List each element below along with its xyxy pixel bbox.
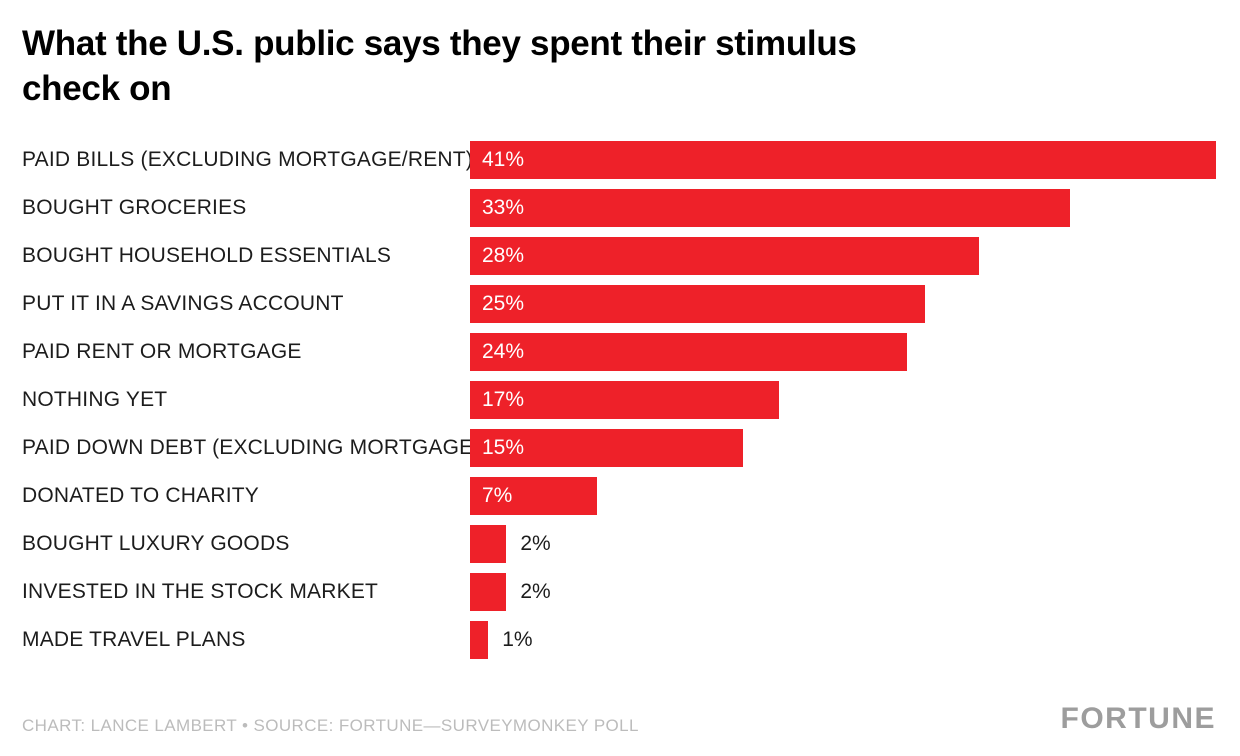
category-label: BOUGHT HOUSEHOLD ESSENTIALS (22, 243, 392, 267)
bar-track: 17% (470, 380, 1216, 419)
category-label: BOUGHT LUXURY GOODS (22, 531, 290, 555)
chart-row: NOTHING YET 17% (0, 376, 1240, 424)
bar-track: 7% (470, 476, 1216, 515)
bar: 15% (470, 428, 743, 467)
chart-row: MADE TRAVEL PLANS 1% (0, 616, 1240, 664)
value-label: 24% (482, 339, 525, 363)
category-label: INVESTED IN THE STOCK MARKET (22, 579, 379, 603)
bar-track: 33% (470, 188, 1216, 227)
chart-title-line1: What the U.S. public says they spent the… (22, 24, 857, 63)
bar: 24% (470, 332, 907, 371)
category-label: NOTHING YET (22, 387, 168, 411)
value-label: 2% (520, 579, 551, 603)
value-label: 2% (520, 531, 551, 555)
chart-footer: CHART: LANCE LAMBERT • SOURCE: FORTUNE—S… (0, 702, 1240, 736)
bar: 17% (470, 380, 780, 419)
bar-track: 25% (470, 284, 1216, 323)
bar-track: 15% (470, 428, 1216, 467)
value-label: 15% (482, 435, 525, 459)
chart-row: BOUGHT HOUSEHOLD ESSENTIALS 28% (0, 232, 1240, 280)
category-label: PAID RENT OR MORTGAGE (22, 339, 302, 363)
value-label: 1% (502, 627, 533, 651)
bar: 41% (470, 140, 1216, 179)
value-label: 28% (482, 243, 525, 267)
category-label: PAID DOWN DEBT (EXCLUDING MORTGAGE) (22, 435, 481, 459)
bar-chart: PAID BILLS (EXCLUDING MORTGAGE/RENT) 41% B… (0, 136, 1240, 664)
bar-track: 24% (470, 332, 1216, 371)
value-label: 33% (482, 195, 525, 219)
chart-row: PAID DOWN DEBT (EXCLUDING MORTGAGE) 15% (0, 424, 1240, 472)
chart-row: BOUGHT GROCERIES 33% (0, 184, 1240, 232)
chart-row: BOUGHT LUXURY GOODS 2% (0, 520, 1240, 568)
value-label: 17% (482, 387, 525, 411)
footer-credit: CHART: LANCE LAMBERT • SOURCE: FORTUNE—S… (22, 716, 639, 735)
chart-title-line2: check on (22, 68, 172, 108)
bar: 33% (470, 188, 1071, 227)
chart-row: DONATED TO CHARITY 7% (0, 472, 1240, 520)
bar: 28% (470, 236, 980, 275)
bar (470, 572, 507, 611)
category-label: BOUGHT GROCERIES (22, 195, 247, 219)
bar: 25% (470, 284, 925, 323)
bar: 7% (470, 476, 598, 515)
category-label: PAID BILLS (EXCLUDING MORTGAGE/RENT) (22, 147, 473, 171)
category-label: MADE TRAVEL PLANS (22, 627, 246, 651)
bar (470, 524, 507, 563)
chart-row: PAID BILLS (EXCLUDING MORTGAGE/RENT) 41% (0, 136, 1240, 184)
category-label: DONATED TO CHARITY (22, 483, 259, 507)
bar-track: 28% (470, 236, 1216, 275)
chart-row: PUT IT IN A SAVINGS ACCOUNT 25% (0, 280, 1240, 328)
value-label: 25% (482, 291, 525, 315)
category-label: PUT IT IN A SAVINGS ACCOUNT (22, 291, 344, 315)
fortune-logo: FORTUNE (1060, 702, 1216, 735)
bar-track: 2% (470, 524, 1216, 563)
chart-title: What the U.S. public says they spent the… (0, 0, 1240, 112)
bar (470, 620, 489, 659)
bar-track: 1% (470, 620, 1216, 659)
chart-row: PAID RENT OR MORTGAGE 24% (0, 328, 1240, 376)
chart-row: INVESTED IN THE STOCK MARKET 2% (0, 568, 1240, 616)
value-label: 7% (482, 483, 513, 507)
value-label: 41% (482, 147, 525, 171)
bar-track: 2% (470, 572, 1216, 611)
bar-track: 41% (470, 140, 1216, 179)
